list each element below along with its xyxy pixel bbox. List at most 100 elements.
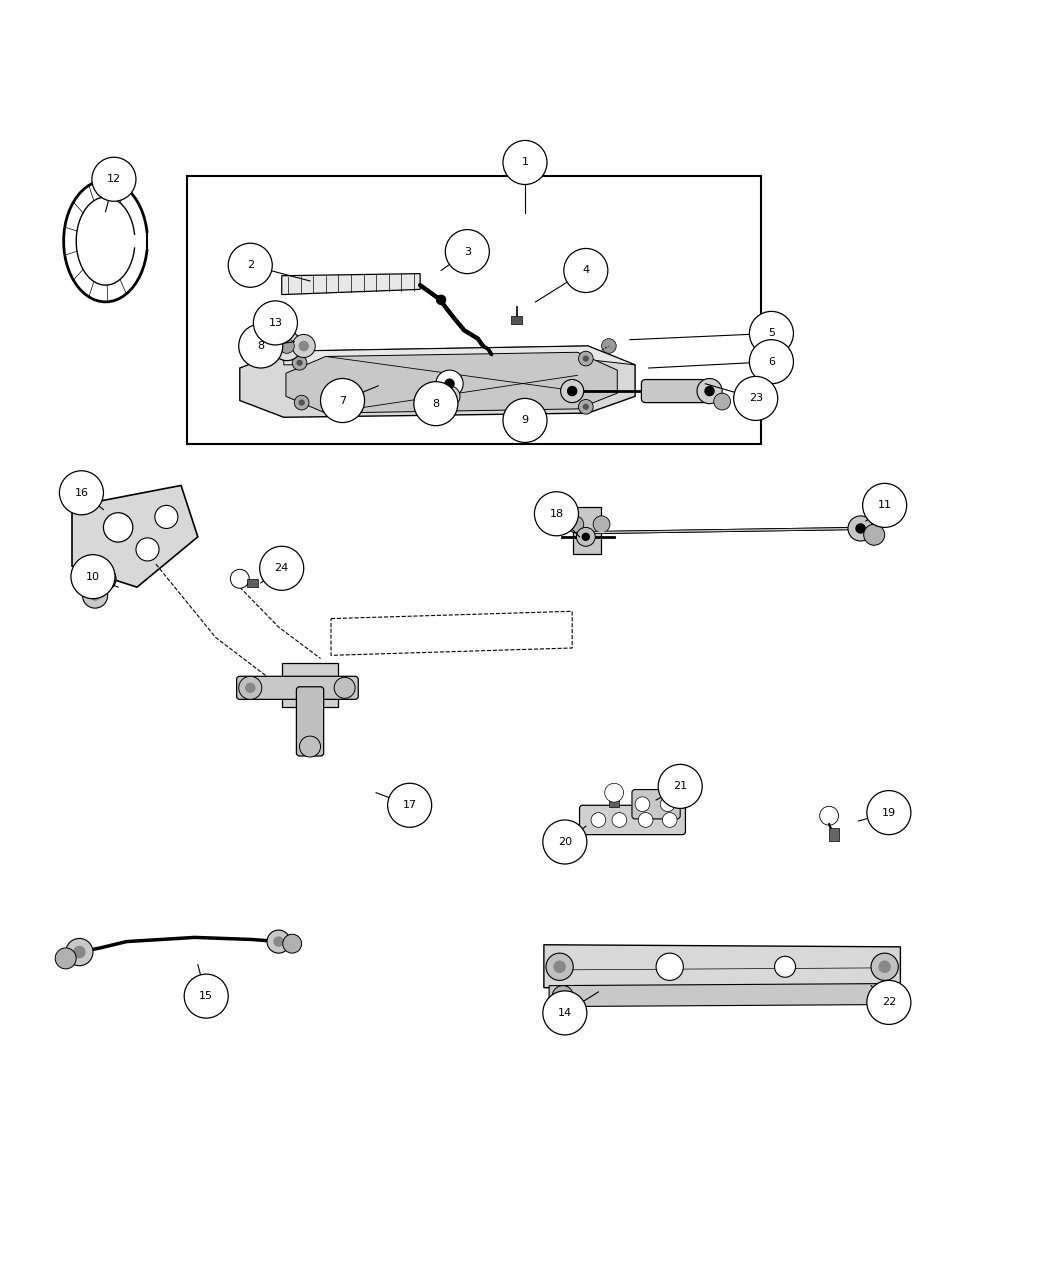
- FancyBboxPatch shape: [236, 676, 358, 700]
- Text: 14: 14: [558, 1009, 572, 1017]
- Text: 9: 9: [522, 416, 528, 426]
- Text: 21: 21: [673, 782, 688, 792]
- Polygon shape: [281, 274, 420, 295]
- Circle shape: [299, 736, 320, 757]
- Circle shape: [872, 954, 899, 980]
- Circle shape: [292, 356, 307, 370]
- Circle shape: [66, 938, 93, 965]
- Polygon shape: [549, 983, 896, 1006]
- Circle shape: [296, 360, 302, 366]
- Circle shape: [245, 682, 255, 694]
- Circle shape: [543, 991, 587, 1035]
- Circle shape: [863, 483, 907, 528]
- Text: 6: 6: [768, 357, 775, 367]
- Circle shape: [439, 386, 460, 407]
- Circle shape: [867, 790, 911, 835]
- Circle shape: [583, 404, 589, 411]
- Text: 13: 13: [269, 317, 282, 328]
- Circle shape: [292, 334, 315, 357]
- Circle shape: [104, 513, 132, 542]
- Polygon shape: [284, 346, 635, 365]
- Circle shape: [543, 820, 587, 864]
- Circle shape: [503, 398, 547, 442]
- FancyBboxPatch shape: [573, 507, 601, 553]
- Circle shape: [705, 386, 715, 397]
- Text: 15: 15: [200, 991, 213, 1001]
- Circle shape: [253, 301, 297, 346]
- Circle shape: [582, 533, 590, 541]
- Circle shape: [775, 956, 796, 977]
- Circle shape: [583, 356, 589, 362]
- Text: 18: 18: [549, 509, 564, 519]
- Circle shape: [635, 797, 650, 812]
- Bar: [609, 794, 620, 807]
- Circle shape: [546, 954, 573, 980]
- Text: 19: 19: [882, 807, 896, 817]
- Text: 5: 5: [768, 329, 775, 338]
- Text: 17: 17: [402, 801, 417, 811]
- Circle shape: [734, 376, 778, 421]
- Circle shape: [56, 947, 77, 969]
- FancyBboxPatch shape: [281, 663, 338, 706]
- Circle shape: [638, 812, 653, 827]
- Circle shape: [503, 140, 547, 185]
- Circle shape: [71, 555, 116, 599]
- Bar: [187, 176, 761, 444]
- Circle shape: [272, 332, 301, 361]
- Circle shape: [820, 806, 839, 825]
- Circle shape: [750, 311, 794, 356]
- Circle shape: [591, 812, 606, 827]
- Circle shape: [267, 929, 290, 954]
- Circle shape: [83, 583, 108, 608]
- Circle shape: [567, 386, 578, 397]
- Circle shape: [282, 935, 301, 954]
- Text: 4: 4: [583, 265, 589, 275]
- Circle shape: [576, 528, 595, 546]
- Circle shape: [414, 381, 458, 426]
- Text: 2: 2: [247, 260, 254, 270]
- Circle shape: [259, 546, 303, 590]
- Polygon shape: [286, 352, 617, 413]
- Text: 12: 12: [107, 175, 121, 185]
- Circle shape: [90, 590, 101, 601]
- Text: 24: 24: [275, 564, 289, 574]
- Circle shape: [228, 244, 272, 287]
- Circle shape: [279, 339, 294, 353]
- Circle shape: [298, 340, 309, 351]
- Circle shape: [656, 954, 684, 980]
- FancyBboxPatch shape: [632, 789, 680, 819]
- Circle shape: [298, 399, 304, 405]
- Circle shape: [879, 960, 891, 973]
- Circle shape: [872, 986, 892, 1006]
- Circle shape: [91, 566, 117, 592]
- FancyBboxPatch shape: [642, 380, 708, 403]
- Bar: [99, 172, 113, 182]
- Circle shape: [867, 980, 911, 1024]
- Text: 8: 8: [433, 399, 440, 409]
- Circle shape: [564, 249, 608, 292]
- Circle shape: [387, 783, 432, 827]
- Text: 3: 3: [464, 246, 470, 256]
- Circle shape: [320, 379, 364, 422]
- Circle shape: [60, 470, 104, 515]
- Text: 10: 10: [86, 571, 100, 581]
- Circle shape: [663, 812, 677, 827]
- Text: 20: 20: [558, 836, 572, 847]
- Text: 23: 23: [749, 394, 762, 403]
- Circle shape: [553, 960, 566, 973]
- Polygon shape: [72, 486, 197, 588]
- Circle shape: [579, 351, 593, 366]
- Circle shape: [238, 324, 282, 368]
- Circle shape: [184, 974, 228, 1019]
- Circle shape: [750, 339, 794, 384]
- Circle shape: [534, 492, 579, 536]
- Circle shape: [856, 523, 866, 534]
- Circle shape: [593, 516, 610, 533]
- Circle shape: [273, 936, 284, 947]
- Circle shape: [238, 676, 261, 700]
- Circle shape: [848, 516, 874, 541]
- Circle shape: [436, 370, 463, 398]
- Bar: [247, 579, 257, 588]
- Circle shape: [444, 379, 455, 389]
- Circle shape: [154, 505, 177, 528]
